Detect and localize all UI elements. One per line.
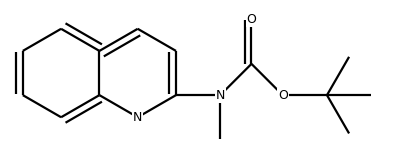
Text: O: O xyxy=(247,13,256,26)
Text: O: O xyxy=(278,89,288,102)
Text: N: N xyxy=(133,111,142,124)
Text: N: N xyxy=(216,89,225,102)
